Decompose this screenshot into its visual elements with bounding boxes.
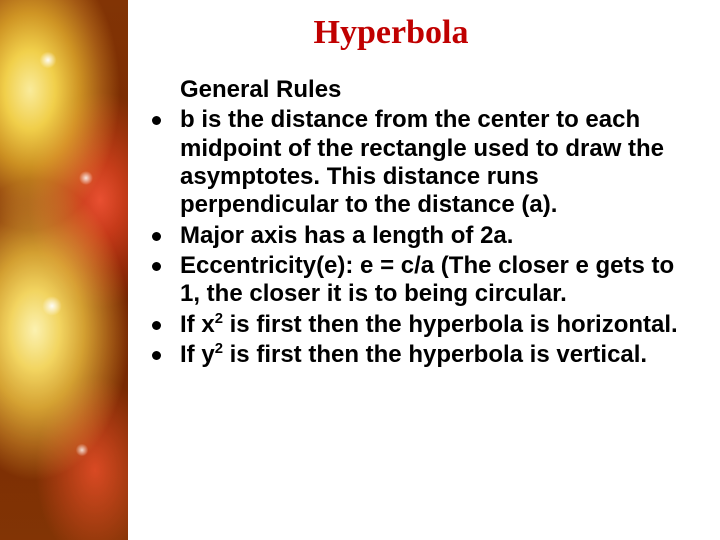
list-item-text: Major axis has a length of 2a. xyxy=(180,222,513,249)
list-item-text: b is the distance from the center to eac… xyxy=(180,106,664,218)
list-item-text: If x2 is first then the hyperbola is hor… xyxy=(180,311,678,338)
list-item: b is the distance from the center to eac… xyxy=(146,106,696,219)
list-item: If y2 is first then the hyperbola is ver… xyxy=(146,341,696,369)
list-item-text: Eccentricity(e): e = c/a (The closer e g… xyxy=(180,252,674,307)
list-item: Eccentricity(e): e = c/a (The closer e g… xyxy=(146,252,696,309)
subtitle: General Rules xyxy=(180,76,696,104)
bullet-list: b is the distance from the center to eac… xyxy=(146,106,696,369)
list-item: Major axis has a length of 2a. xyxy=(146,222,696,250)
list-item: If x2 is first then the hyperbola is hor… xyxy=(146,311,696,339)
decorative-sidebar-image xyxy=(0,0,128,540)
content-area: Hyperbola General Rules b is the distanc… xyxy=(128,0,720,540)
page-title: Hyperbola xyxy=(86,14,696,52)
slide: Hyperbola General Rules b is the distanc… xyxy=(0,0,720,540)
list-item-text: If y2 is first then the hyperbola is ver… xyxy=(180,341,647,368)
